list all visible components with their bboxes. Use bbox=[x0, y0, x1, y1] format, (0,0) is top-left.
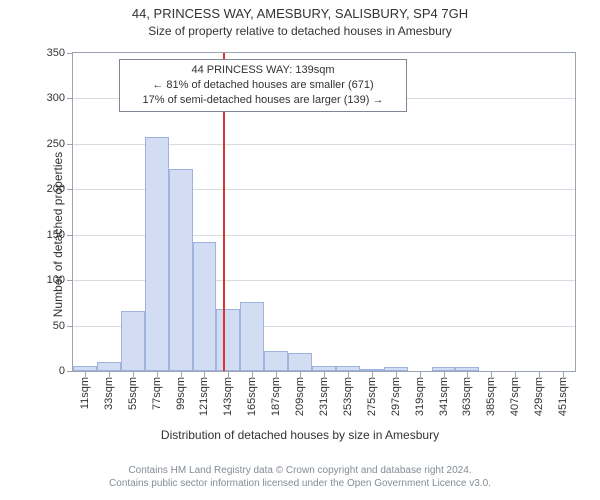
callout-box: 44 PRINCESS WAY: 139sqm← 81% of detached… bbox=[119, 59, 407, 112]
y-axis-title: Number of detached properties bbox=[51, 152, 65, 317]
footer-line-2: Contains public sector information licen… bbox=[0, 477, 600, 490]
callout-line: 17% of semi-detached houses are larger (… bbox=[126, 93, 400, 108]
chart-title: 44, PRINCESS WAY, AMESBURY, SALISBURY, S… bbox=[0, 6, 600, 21]
histogram-bar bbox=[121, 311, 145, 371]
histogram-bar bbox=[193, 242, 217, 371]
x-tick-label: 99sqm bbox=[175, 377, 187, 410]
x-tick-label: 385sqm bbox=[485, 377, 497, 416]
x-tick-label: 253sqm bbox=[342, 377, 354, 416]
chart-footer: Contains HM Land Registry data © Crown c… bbox=[0, 464, 600, 490]
chart-stage: 44, PRINCESS WAY, AMESBURY, SALISBURY, S… bbox=[0, 0, 600, 500]
y-tick-label: 350 bbox=[47, 47, 73, 59]
y-tick-label: 0 bbox=[59, 365, 73, 377]
histogram-bar bbox=[288, 353, 312, 371]
x-tick-label: 341sqm bbox=[438, 377, 450, 416]
x-tick-label: 11sqm bbox=[79, 377, 91, 409]
histogram-bar bbox=[169, 169, 193, 371]
histogram-bar bbox=[264, 351, 288, 371]
x-tick-label: 77sqm bbox=[151, 377, 163, 410]
footer-line-1: Contains HM Land Registry data © Crown c… bbox=[0, 464, 600, 477]
histogram-bar bbox=[240, 302, 264, 371]
callout-line: ← 81% of detached houses are smaller (67… bbox=[126, 78, 400, 93]
histogram-bar bbox=[216, 309, 240, 371]
x-tick-label: 187sqm bbox=[270, 377, 282, 416]
x-tick-label: 231sqm bbox=[318, 377, 330, 416]
x-tick-label: 165sqm bbox=[246, 377, 258, 416]
chart-subtitle: Size of property relative to detached ho… bbox=[0, 24, 600, 38]
x-tick-label: 55sqm bbox=[127, 377, 139, 410]
y-tick-label: 250 bbox=[47, 138, 73, 150]
x-tick-label: 297sqm bbox=[390, 377, 402, 416]
callout-line: 44 PRINCESS WAY: 139sqm bbox=[126, 63, 400, 78]
y-tick-label: 300 bbox=[47, 92, 73, 104]
x-tick-label: 121sqm bbox=[198, 377, 210, 416]
histogram-bar bbox=[97, 362, 121, 371]
x-tick-label: 33sqm bbox=[103, 377, 115, 410]
x-tick-label: 429sqm bbox=[533, 377, 545, 416]
x-tick-label: 319sqm bbox=[414, 377, 426, 416]
x-axis-title: Distribution of detached houses by size … bbox=[0, 428, 600, 442]
x-tick-label: 143sqm bbox=[222, 377, 234, 416]
histogram-bar bbox=[145, 137, 169, 371]
x-tick-label: 451sqm bbox=[557, 377, 569, 416]
x-tick-label: 363sqm bbox=[461, 377, 473, 416]
y-tick-label: 50 bbox=[53, 320, 73, 332]
x-tick-label: 407sqm bbox=[509, 377, 521, 416]
x-tick-label: 275sqm bbox=[366, 377, 378, 416]
plot-area: 05010015020025030035011sqm33sqm55sqm77sq… bbox=[72, 52, 576, 372]
x-tick-label: 209sqm bbox=[294, 377, 306, 416]
